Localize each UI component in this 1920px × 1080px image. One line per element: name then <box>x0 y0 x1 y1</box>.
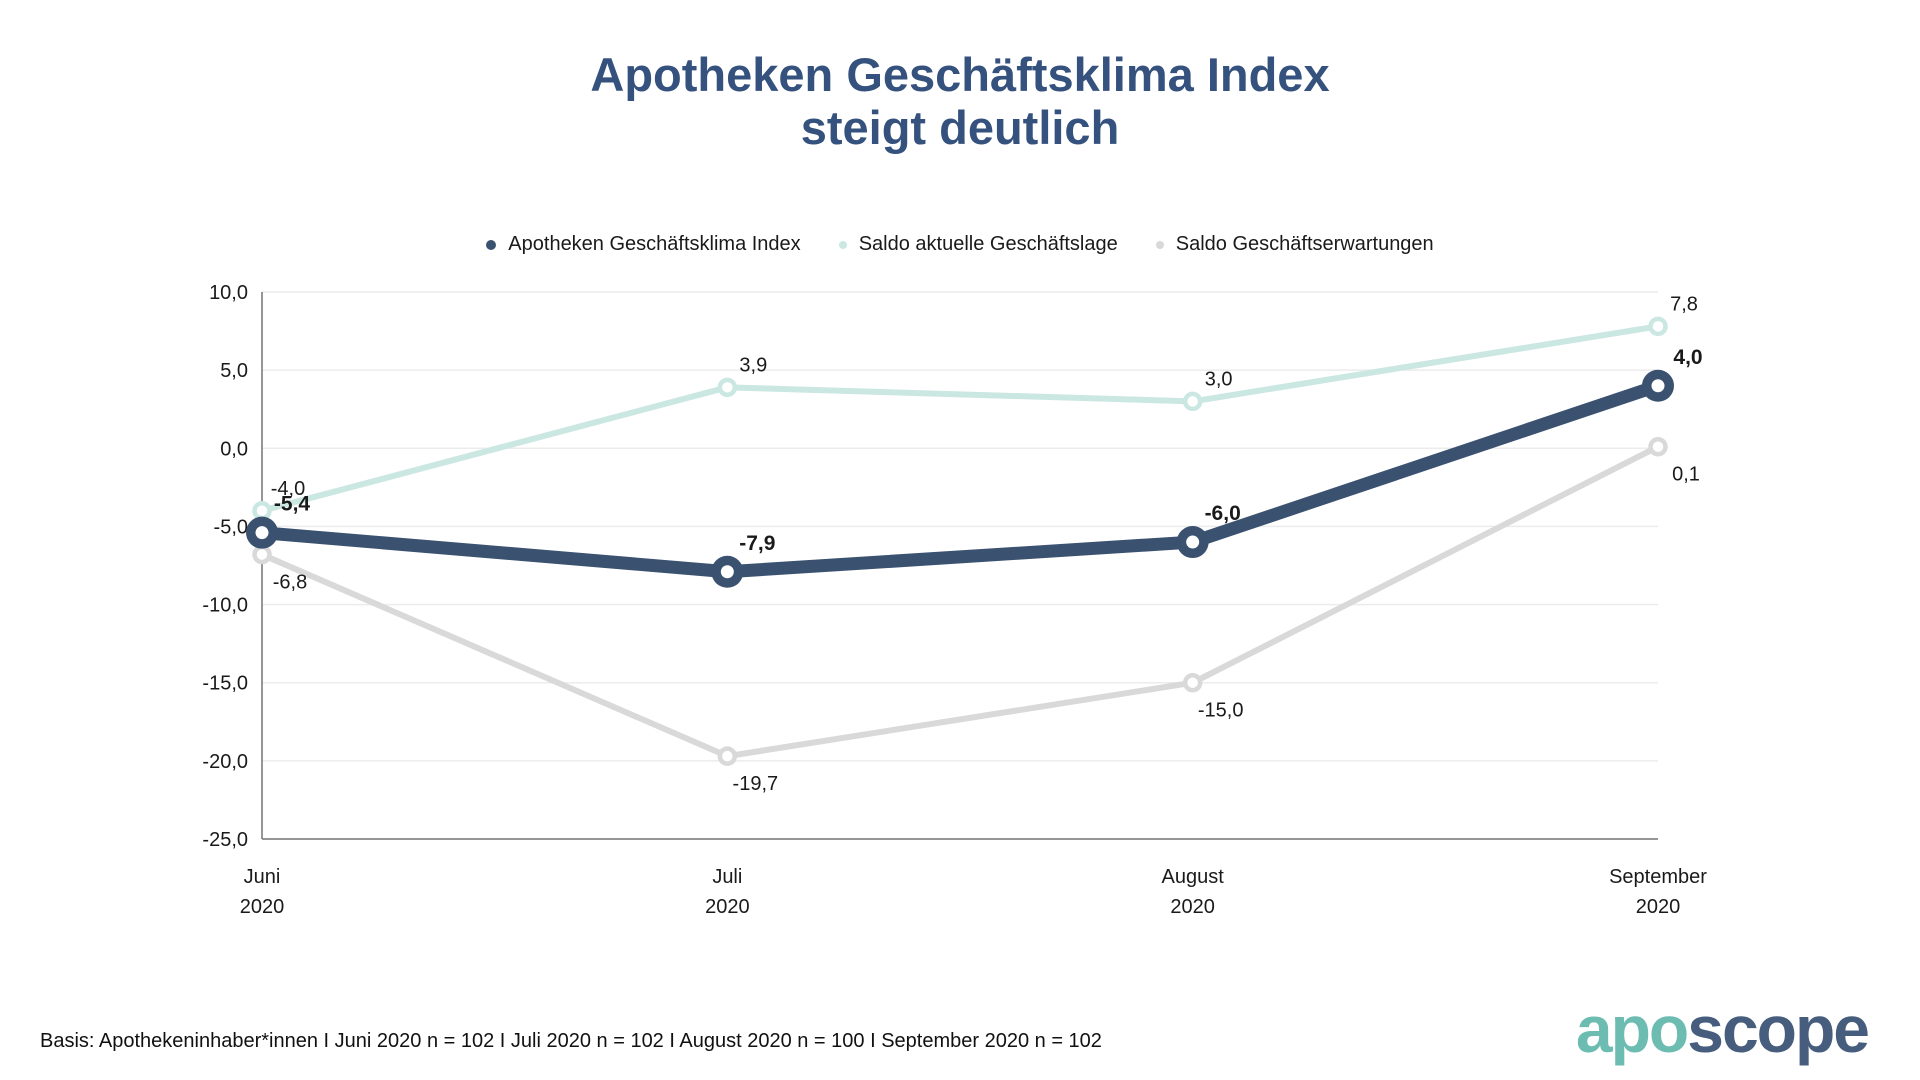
chart-title-line1: Apotheken Geschäftsklima Index <box>590 48 1330 101</box>
y-tick-label: 5,0 <box>220 360 248 382</box>
chart-title: Apotheken Geschäftsklima Index steigt de… <box>0 48 1920 154</box>
aposcope-logo: aposcope <box>1576 996 1870 1062</box>
data-point <box>252 544 272 565</box>
legend-item-2: Saldo Geschäftserwartungen <box>1155 233 1434 256</box>
line-chart: 10,0 5,0 0,0 -5,0 -10,0 -15,0 -20,0 -25,0 Juni 20… <box>202 282 1707 918</box>
legend-ring-icon <box>838 240 847 249</box>
legend-label: Saldo Geschäftserwartungen <box>1175 233 1434 255</box>
y-tick-label: 10,0 <box>209 282 248 304</box>
logo-part-apo: apo <box>1575 992 1689 1066</box>
y-tick-label: -25,0 <box>202 829 248 851</box>
y-tick-label: -5,0 <box>214 516 248 538</box>
data-point <box>1182 672 1203 693</box>
legend-label: Apotheken Geschäftsklima Index <box>508 233 801 255</box>
x-tick-month: August <box>1162 866 1225 888</box>
basis-note: Basis: Apothekeninhaber*innen I Juni 202… <box>40 1030 1102 1052</box>
logo-part-scope: scope <box>1687 992 1870 1066</box>
chart-title-line2: steigt deutlich <box>800 101 1120 154</box>
data-point-hole <box>255 526 269 540</box>
data-point <box>1648 436 1668 457</box>
data-label: -7,9 <box>739 532 775 555</box>
data-label: -6,8 <box>273 572 307 594</box>
legend-label: Saldo aktuelle Geschäftslage <box>858 233 1118 255</box>
legend-ring-icon <box>1155 240 1164 249</box>
x-tick-year: 2020 <box>1170 896 1215 918</box>
y-tick-label: -20,0 <box>202 751 248 773</box>
data-point <box>1182 391 1203 412</box>
x-tick-year: 2020 <box>1636 896 1681 918</box>
x-tick-year: 2020 <box>705 896 750 918</box>
y-tick-label: -10,0 <box>202 595 248 617</box>
data-label: -19,7 <box>733 773 779 795</box>
legend-item-0: Apotheken Geschäftsklima Index <box>486 233 801 256</box>
data-label: 3,0 <box>1205 368 1233 390</box>
y-tick-label: -15,0 <box>202 673 248 695</box>
series-line-1 <box>259 323 1661 514</box>
data-label: 0,1 <box>1672 464 1700 486</box>
y-tick-label: 0,0 <box>220 438 248 460</box>
series-line-2 <box>259 443 1661 760</box>
data-label: 4,0 <box>1673 346 1702 369</box>
data-point-hole <box>1186 535 1200 549</box>
data-label: -5,4 <box>274 493 311 516</box>
data-label: -4,0 <box>271 478 305 500</box>
x-tick-month: Juli <box>712 866 742 888</box>
data-point-hole <box>720 565 734 579</box>
data-label: 3,9 <box>739 354 767 376</box>
x-tick-year: 2020 <box>240 896 285 918</box>
x-tick-month: September <box>1609 866 1707 888</box>
legend-item-1: Saldo aktuelle Geschäftslage <box>838 233 1118 256</box>
data-label: -6,0 <box>1205 502 1241 525</box>
data-point <box>252 501 272 521</box>
series-line-0 <box>255 379 1665 579</box>
legend-ring-icon <box>486 239 497 250</box>
data-point <box>717 746 738 766</box>
chart-legend: Apotheken Geschäftsklima Index Saldo aktu… <box>0 233 1920 256</box>
data-label: -15,0 <box>1198 700 1244 722</box>
x-tick-month: Juni <box>244 866 281 888</box>
data-point-hole <box>1651 379 1665 393</box>
data-point <box>1648 316 1668 337</box>
data-point <box>717 377 738 398</box>
data-label: 7,8 <box>1670 293 1698 315</box>
